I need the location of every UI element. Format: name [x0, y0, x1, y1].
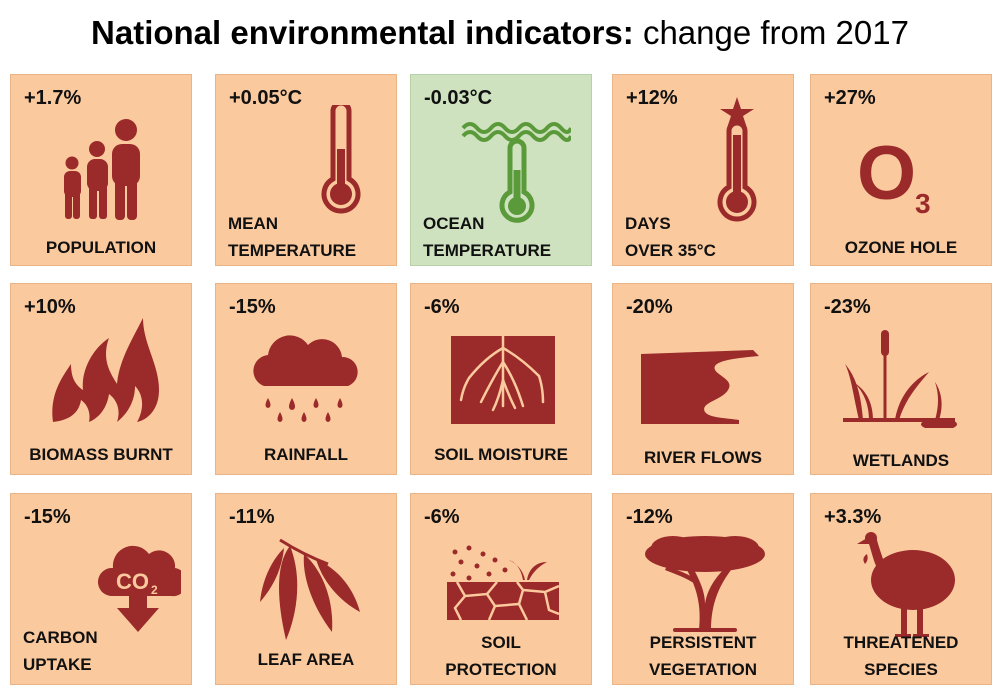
indicator-value: -15% — [24, 506, 71, 528]
indicator-label: MEAN TEMPERATURE — [228, 214, 357, 260]
page-title: National environmental indicators: chang… — [0, 14, 1000, 52]
indicator-label: CARBON UPTAKE — [23, 628, 98, 674]
co2-cloud-icon: CO 2 — [97, 534, 181, 634]
indicator-label: LEAF AREA — [257, 650, 355, 669]
svg-text:3: 3 — [915, 188, 931, 217]
indicator-value: -12% — [626, 506, 673, 528]
tile-ocean-temperature: -0.03°C OCEAN TEMPERATURE — [410, 74, 592, 266]
svg-text:CO: CO — [116, 569, 149, 594]
tile-persistent-vegetation: -12% PERSISTENT VEGETATION — [612, 493, 794, 685]
indicator-label: DAYS OVER 35°C — [625, 214, 716, 260]
indicator-value: +10% — [24, 296, 76, 318]
tile-river-flows: -20% RIVER FLOWS — [612, 283, 794, 475]
fire-icon — [47, 314, 162, 424]
tile-threatened-species: +3.3% THREATENED SPECIES — [810, 493, 992, 685]
indicator-value: -20% — [626, 296, 673, 318]
river-icon — [641, 350, 765, 424]
indicator-value: -23% — [824, 296, 871, 318]
people-icon — [59, 119, 149, 223]
indicator-label: SOIL PROTECTION — [445, 633, 557, 679]
tile-ozone-hole: +27% O 3 OZONE HOLE — [810, 74, 992, 266]
tile-soil-moisture: -6% SOIL MOISTURE — [410, 283, 592, 475]
indicator-label: OZONE HOLE — [844, 238, 958, 257]
indicator-value: -6% — [424, 506, 460, 528]
indicator-label: PERSISTENT VEGETATION — [649, 633, 757, 679]
eucalyptus-leaf-icon — [256, 536, 366, 646]
indicator-value: +0.05°C — [229, 87, 303, 109]
reeds-icon — [839, 324, 959, 434]
indicator-label: SOIL MOISTURE — [434, 445, 568, 464]
tile-mean-temperature: +0.05°C MEAN TEMPERATURE — [215, 74, 397, 266]
indicator-value: +12% — [626, 87, 678, 109]
indicator-label: RAINFALL — [263, 445, 349, 464]
cassowary-icon — [847, 530, 957, 638]
tile-rainfall: -15% RAINFALL — [215, 283, 397, 475]
thermometer-icon — [316, 105, 366, 215]
tile-days-over-35: +12% DAYS OVER 35°C — [612, 74, 794, 266]
tile-carbon-uptake: -15% CO 2 CARBON UPTAKE — [10, 493, 192, 685]
tree-icon — [643, 534, 767, 632]
tile-population: +1.7% POPULATION — [10, 74, 192, 266]
tile-wetlands: -23% WETLANDS — [810, 283, 992, 475]
indicator-value: -15% — [229, 296, 276, 318]
ozone-icon: O 3 — [853, 127, 953, 217]
title-bold: National environmental indicators: — [91, 14, 634, 51]
indicator-label: THREATENED SPECIES — [843, 633, 959, 679]
rain-cloud-icon — [246, 334, 366, 426]
indicator-value: -11% — [229, 506, 275, 528]
indicator-label: BIOMASS BURNT — [29, 445, 173, 464]
indicator-value: +1.7% — [24, 87, 82, 109]
tile-leaf-area: -11% LEAF AREA — [215, 493, 397, 685]
indicator-value: -0.03°C — [424, 87, 493, 109]
ocean-thermometer-icon — [461, 120, 571, 225]
indicator-label: RIVER FLOWS — [643, 448, 763, 467]
title-regular: change from 2017 — [642, 14, 909, 51]
indicator-value: +27% — [824, 87, 876, 109]
svg-text:O: O — [857, 131, 916, 216]
hot-thermometer-icon — [712, 95, 762, 225]
tile-soil-protection: -6% SOIL PROTECTION — [410, 493, 592, 685]
soil-roots-icon — [451, 336, 555, 428]
tile-biomass-burnt: +10% BIOMASS BURNT — [10, 283, 192, 475]
indicator-label: POPULATION — [45, 238, 157, 257]
indicator-label: WETLANDS — [852, 451, 950, 470]
cracked-soil-icon — [447, 544, 559, 620]
indicator-value: +3.3% — [824, 506, 882, 528]
svg-text:2: 2 — [151, 583, 158, 597]
indicator-label: OCEAN TEMPERATURE — [423, 214, 552, 260]
indicator-value: -6% — [424, 296, 460, 318]
